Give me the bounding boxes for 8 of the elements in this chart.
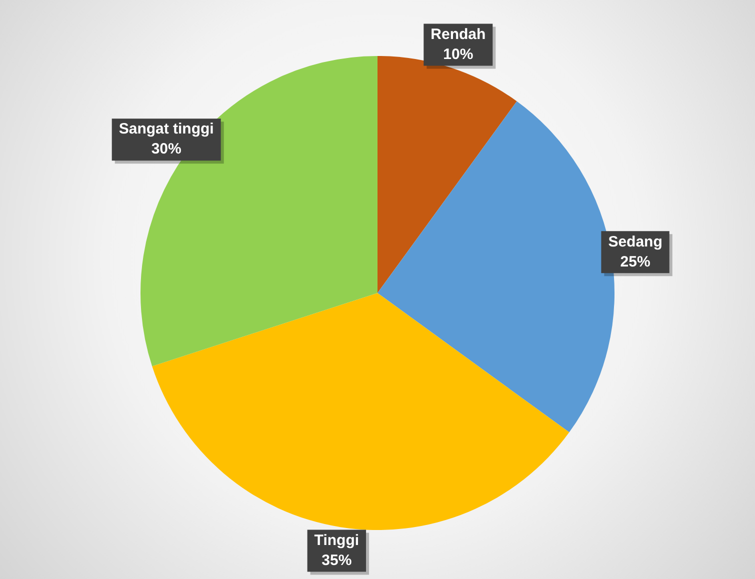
slice-label: Sedang [608, 233, 662, 250]
slice-label: Rendah [430, 26, 486, 43]
slice-label: Tinggi [314, 532, 360, 549]
data-label: 35% [322, 552, 352, 569]
slice-label: Sangat tinggi [118, 120, 214, 138]
data-label: 25% [620, 253, 650, 270]
data-label: 10% [443, 46, 474, 63]
data-label: 30% [151, 140, 182, 158]
